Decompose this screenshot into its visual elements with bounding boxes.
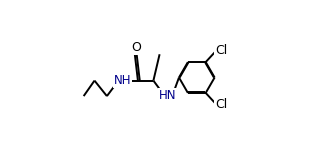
Text: HN: HN [159, 89, 177, 102]
Text: Cl: Cl [215, 98, 227, 111]
Text: NH: NH [114, 74, 131, 87]
Text: Cl: Cl [215, 44, 227, 57]
Text: O: O [131, 41, 141, 54]
